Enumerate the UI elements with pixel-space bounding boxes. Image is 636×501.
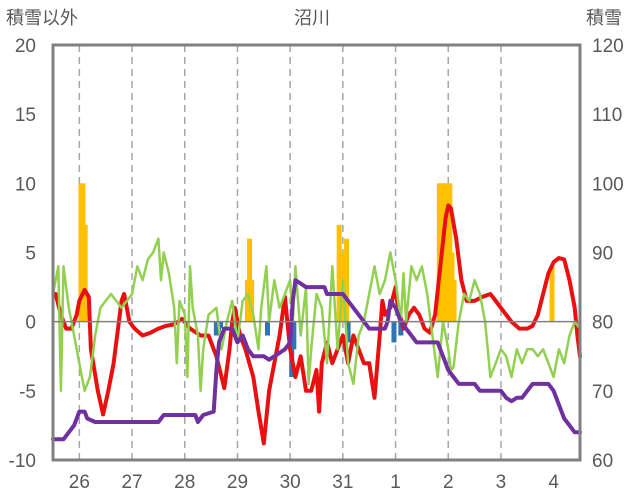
right-tick-label-2: 80: [592, 313, 613, 334]
series-line-4: [51, 278, 582, 442]
right-tick-label-1: 70: [592, 382, 613, 403]
bar-1-2: [218, 321, 224, 329]
right-tick-label-6: 120: [592, 36, 624, 57]
x-tick-label-9: 4: [548, 472, 559, 493]
right-tick-label-0: 60: [592, 451, 613, 472]
left-tick-label-4: 10: [15, 174, 36, 195]
left-tick-label-3: 5: [25, 244, 36, 265]
left-tick-label-2: 0: [25, 313, 36, 334]
x-tick-label-6: 1: [390, 472, 401, 493]
x-tick-label-3: 29: [227, 472, 248, 493]
bar-1-5: [291, 321, 297, 350]
right-tick-label-3: 90: [592, 244, 613, 265]
line-layer: [51, 203, 582, 446]
right-axis-title: 積雪: [586, 8, 622, 28]
bar-layer: [78, 183, 555, 377]
chart-title: 沼川: [294, 8, 330, 28]
left-tick-label-0: -10: [9, 451, 36, 472]
bar-1-6: [345, 321, 351, 343]
series-line-3: [51, 237, 582, 393]
plot-frame: [51, 43, 582, 462]
x-tick-label-0: 26: [69, 472, 90, 493]
bar-1-8: [398, 321, 404, 336]
bar-0-2: [82, 224, 88, 322]
x-tick-label-2: 28: [174, 472, 195, 493]
bar-0-8: [344, 238, 350, 322]
bar-1-3: [264, 321, 270, 336]
right-tick-label-5: 110: [592, 105, 622, 126]
x-tick-label-7: 2: [443, 472, 454, 493]
left-axis-title: 積雪以外: [6, 8, 78, 28]
bar-1-7: [391, 321, 397, 343]
bar-0-16: [451, 280, 457, 322]
bar-0-5: [249, 280, 255, 322]
series-line-2: [53, 203, 582, 446]
x-tick-label-8: 3: [496, 472, 507, 493]
left-tick-label-6: 20: [15, 36, 36, 57]
left-tick-label-1: -5: [19, 382, 36, 403]
left-tick-label-5: 15: [15, 105, 36, 126]
bar-0-6: [336, 224, 342, 322]
right-tick-label-4: 100: [592, 174, 624, 195]
bar-0-17: [549, 266, 555, 322]
x-tick-label-4: 30: [280, 472, 301, 493]
x-tick-label-1: 27: [121, 472, 142, 493]
axes: [51, 43, 582, 462]
x-tick-label-5: 31: [332, 472, 353, 493]
tick-labels: -10 -5 0 5 10 15 20 60 70 80 90 100 110 120 26 27 28 29 30…: [9, 36, 624, 493]
